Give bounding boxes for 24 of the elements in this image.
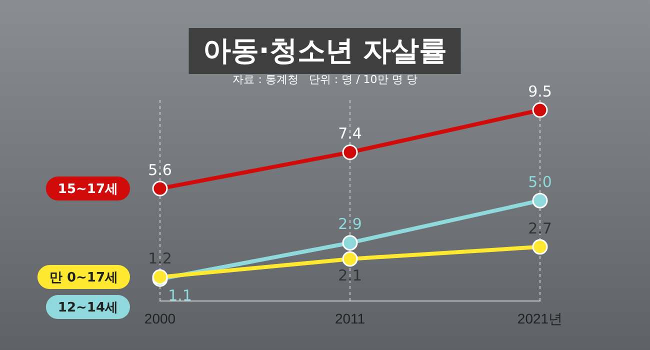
chart-title: 아동·청소년 자살률 <box>188 28 462 74</box>
data-label: 9.5 <box>528 82 552 100</box>
point <box>342 251 358 267</box>
point <box>342 235 358 251</box>
point <box>532 102 548 118</box>
data-label: 2.7 <box>528 219 552 238</box>
data-label: 7.4 <box>338 124 362 143</box>
text: 15~17세 <box>58 182 118 197</box>
text: 12~14세 <box>58 300 118 316</box>
point <box>532 192 548 208</box>
data-label: 1.2 <box>148 249 172 268</box>
data-label: 5.6 <box>148 160 172 179</box>
chart-subtitle: 자료 : 통계청 단위 : 명 / 10만 명 당 <box>232 73 418 86</box>
text: 만 0~17세 <box>49 270 118 286</box>
data-label: 1.1 <box>168 286 192 304</box>
data-label: 2.1 <box>338 266 362 284</box>
data-label: 5.0 <box>528 172 552 191</box>
x-tick-label: 2021년 <box>517 310 563 326</box>
point <box>152 180 168 196</box>
x-tick-label: 2000 <box>144 310 176 326</box>
data-label: 2.9 <box>338 215 362 234</box>
point <box>532 239 548 255</box>
point <box>342 144 358 160</box>
x-tick-label: 2011 <box>334 310 366 326</box>
